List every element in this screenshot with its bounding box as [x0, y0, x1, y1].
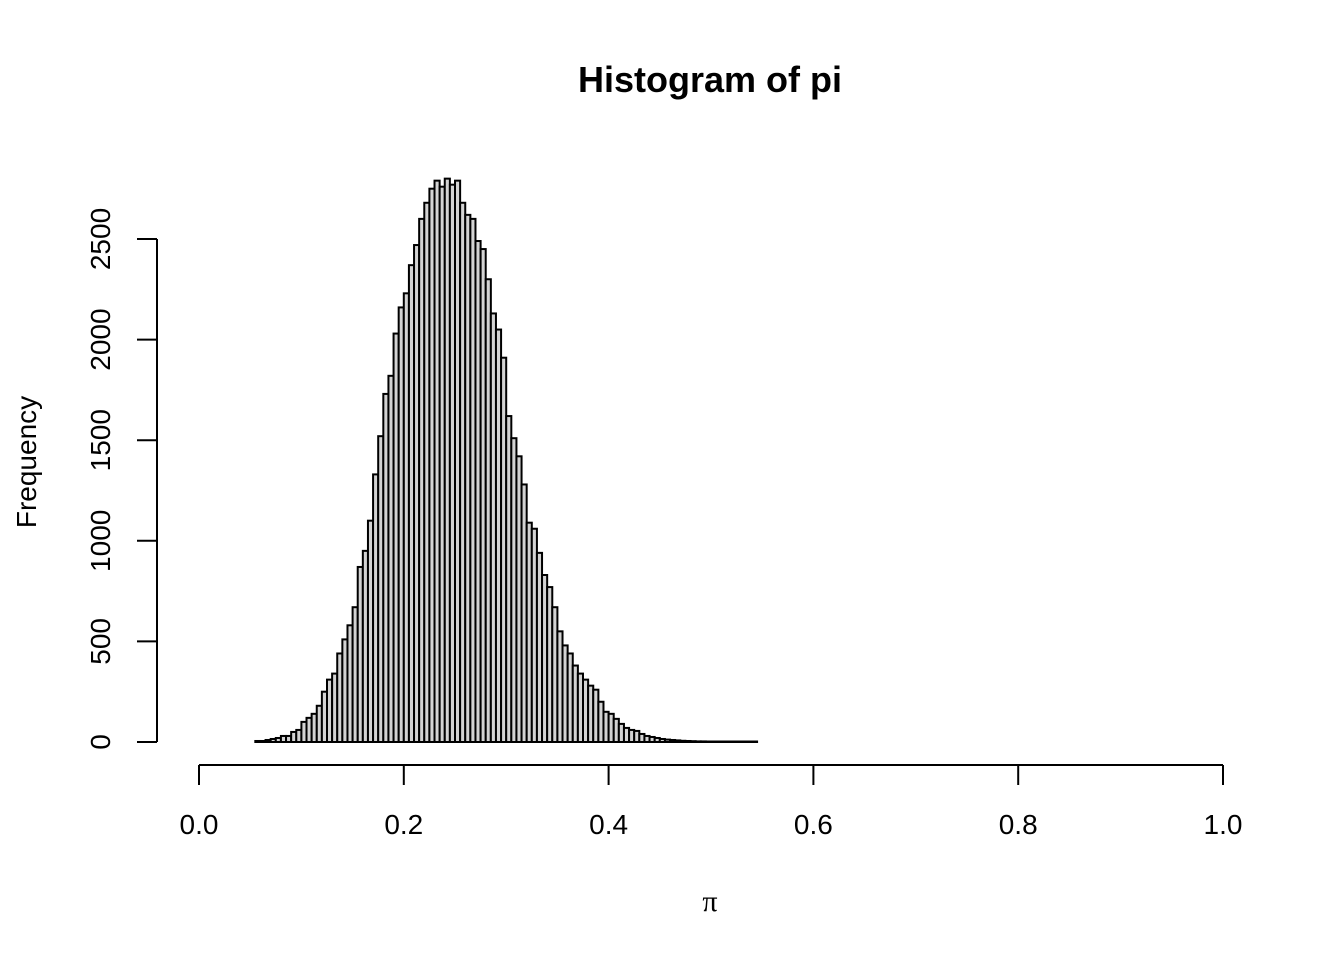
x-tick-label: 0.0: [180, 809, 219, 840]
histogram-bar: [750, 740, 759, 743]
y-tick-label: 1000: [85, 510, 116, 572]
x-tick-label: 0.2: [384, 809, 423, 840]
y-tick-label: 500: [85, 618, 116, 665]
x-tick-label: 0.4: [589, 809, 628, 840]
x-tick-label: 1.0: [1204, 809, 1243, 840]
x-tick-label: 0.8: [999, 809, 1038, 840]
x-tick-label: 0.6: [794, 809, 833, 840]
x-axis-label: π: [702, 885, 717, 918]
y-tick-label: 1500: [85, 409, 116, 471]
x-axis: 0.0 0.2 0.4 0.6 0.8 1.0: [180, 764, 1243, 840]
y-axis: 0 500 1000 1500 2000 2500: [85, 208, 158, 750]
y-tick-label: 2000: [85, 308, 116, 370]
y-tick-label: 2500: [85, 208, 116, 270]
y-tick-label: 0: [85, 734, 116, 750]
y-axis-label: Frequency: [11, 396, 42, 528]
chart-title: Histogram of pi: [578, 59, 842, 100]
histogram-bars: [254, 177, 759, 744]
